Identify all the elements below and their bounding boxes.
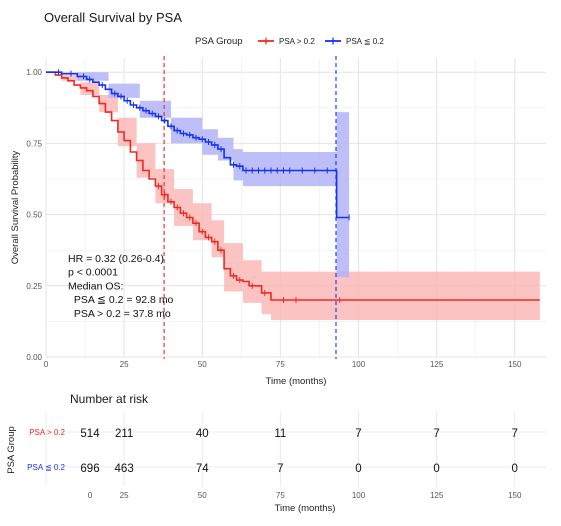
risk-x-axis-title: Time (months)	[275, 503, 336, 514]
risk-x-tick-label: 50	[198, 491, 207, 500]
risk-x-tick-label: 0	[88, 491, 93, 500]
stats-annotation-line: Median OS:	[68, 280, 123, 292]
risk-x-tick-label: 75	[276, 491, 285, 500]
risk-x-tick-label: 150	[508, 491, 522, 500]
risk-count-cell: 7	[512, 428, 518, 440]
risk-count-cell: 514	[80, 428, 100, 440]
survival-curve-1	[46, 71, 350, 219]
risk-count-cell: 0	[433, 463, 439, 475]
y-tick-label: 0.25	[26, 282, 42, 291]
risk-count-cell: 463	[115, 463, 134, 475]
y-tick-label: 0.50	[26, 211, 42, 220]
y-tick-label: 0.00	[26, 353, 42, 362]
risk-row-label: PSA ≦ 0.2	[27, 463, 65, 472]
risk-count-cell: 7	[433, 428, 439, 440]
x-tick-label: 0	[44, 360, 49, 369]
x-tick-label: 50	[198, 360, 207, 369]
x-tick-label: 25	[120, 360, 129, 369]
confidence-band-0	[46, 72, 540, 320]
x-tick-label: 150	[508, 360, 522, 369]
legend-title: PSA Group	[195, 36, 243, 47]
stats-annotation-line: PSA > 0.2 = 37.8 mo	[68, 308, 171, 320]
risk-count-cell: 40	[196, 428, 209, 440]
risk-count-cell: 7	[277, 463, 283, 475]
x-axis-title: Time (months)	[266, 376, 327, 387]
risk-count-cell: 11	[274, 428, 286, 440]
survival-curve-0	[46, 71, 540, 301]
y-axis-title: Overall Survival Probability	[10, 150, 21, 264]
stats-annotation-line: HR = 0.32 (0.26-0.4)	[68, 253, 164, 265]
legend-entry-1: PSA ≦ 0.2	[346, 37, 384, 46]
y-tick-label: 0.75	[26, 139, 42, 148]
risk-x-tick-label: 25	[120, 491, 129, 500]
risk-count-cell: 0	[355, 463, 361, 475]
confidence-band-1	[46, 72, 350, 278]
risk-x-tick-label: 100	[352, 491, 366, 500]
risk-table-title: Number at risk	[70, 392, 149, 406]
x-tick-label: 125	[430, 360, 444, 369]
legend-entry-0: PSA > 0.2	[279, 37, 315, 46]
risk-row-label: PSA > 0.2	[29, 428, 65, 437]
y-tick-label: 1.00	[26, 68, 42, 77]
risk-count-cell: 696	[80, 463, 99, 475]
risk-count-cell: 74	[196, 463, 209, 475]
risk-x-tick-label: 125	[430, 491, 444, 500]
risk-count-cell: 7	[355, 428, 361, 440]
stats-annotation-line: PSA ≦ 0.2 = 92.8 mo	[68, 294, 174, 306]
stats-annotation-line: p < 0.0001	[68, 267, 118, 279]
x-tick-label: 100	[352, 360, 366, 369]
risk-y-axis-title: PSA Group	[6, 426, 17, 474]
risk-count-cell: 211	[115, 428, 133, 440]
risk-count-cell: 0	[512, 463, 518, 475]
x-tick-label: 75	[276, 360, 285, 369]
main-title: Overall Survival by PSA	[44, 10, 182, 25]
